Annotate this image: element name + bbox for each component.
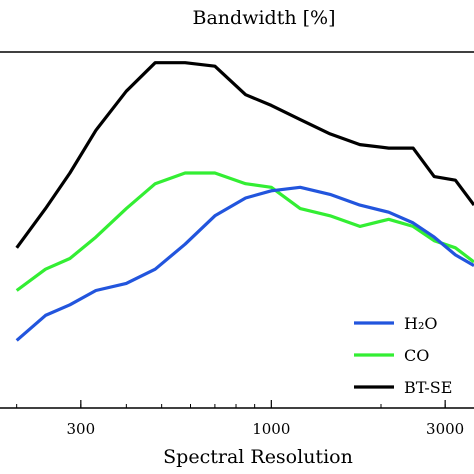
series-line-co <box>15 171 474 292</box>
plot-area <box>15 61 474 342</box>
legend-label: BT-SE <box>404 378 452 397</box>
series-line-bt-se <box>15 61 474 249</box>
x-axis-label: Spectral Resolution <box>163 446 353 468</box>
legend: H₂O CO BT-SE <box>354 314 452 397</box>
bottom-axis-ticks: 300 1000 3000 <box>16 400 464 438</box>
bottom-tick-label: 1000 <box>252 420 290 438</box>
legend-label: H₂O <box>404 314 437 333</box>
series-line-h-o <box>15 185 474 342</box>
bottom-tick-label: 3000 <box>426 420 464 438</box>
legend-label: CO <box>404 346 429 365</box>
bottom-tick-label: 300 <box>67 420 96 438</box>
top-axis-label: Bandwidth [%] <box>193 7 336 29</box>
